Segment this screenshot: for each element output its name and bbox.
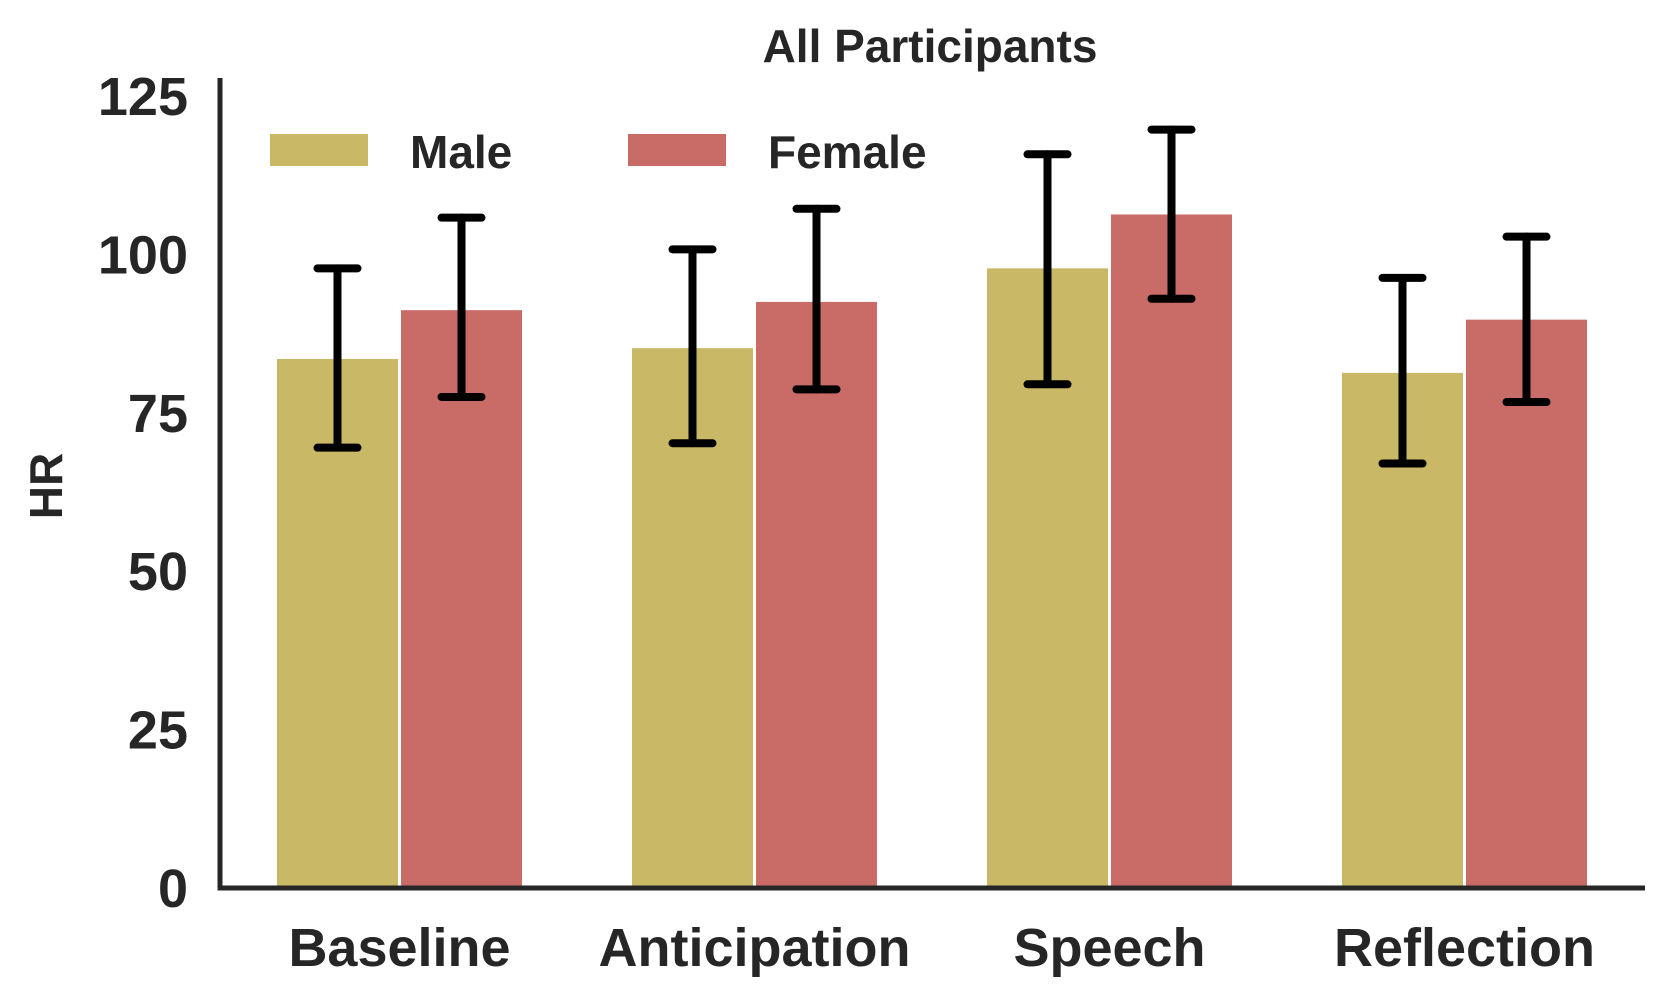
x-tick-label-baseline: Baseline (288, 918, 510, 978)
x-tick-label-anticipation: Anticipation (599, 918, 911, 978)
x-tick-label-reflection: Reflection (1334, 918, 1595, 978)
y-tick-label-0: 0 (158, 859, 188, 919)
error-bar-female-anticipation (792, 204, 841, 394)
y-tick-label-50: 50 (128, 542, 188, 602)
error-bar-male-baseline (313, 264, 362, 452)
legend-swatch-male (270, 134, 368, 166)
bars-group (277, 214, 1587, 889)
legend-label-female: Female (768, 126, 927, 178)
y-tick-label-25: 25 (128, 701, 188, 761)
error-bar-female-speech (1147, 125, 1196, 303)
y-tick-label-100: 100 (98, 225, 188, 285)
y-tick-label-125: 125 (98, 67, 188, 127)
y-ticks-group: 0 25 50 75 100 125 (98, 67, 188, 919)
bar-female-speech (1111, 214, 1232, 888)
x-tick-label-speech: Speech (1013, 918, 1205, 978)
y-tick-label-75: 75 (128, 384, 188, 444)
x-ticks-group: Baseline Anticipation Speech Reflection (288, 918, 1595, 978)
error-bar-female-reflection (1502, 232, 1551, 407)
bar-female-reflection (1466, 319, 1587, 889)
bar-female-anticipation (756, 301, 877, 888)
error-bar-male-reflection (1378, 273, 1427, 468)
bar-female-baseline (401, 310, 522, 888)
legend-label-male: Male (410, 126, 512, 178)
legend: Male Female (270, 126, 927, 178)
error-bars-group (313, 125, 1551, 468)
chart-title: All Participants (763, 20, 1098, 72)
error-bar-female-baseline (437, 213, 486, 401)
error-bar-male-speech (1023, 150, 1072, 389)
legend-swatch-female (628, 134, 726, 166)
error-bar-male-anticipation (668, 245, 717, 448)
y-axis-label: HR (20, 453, 72, 519)
